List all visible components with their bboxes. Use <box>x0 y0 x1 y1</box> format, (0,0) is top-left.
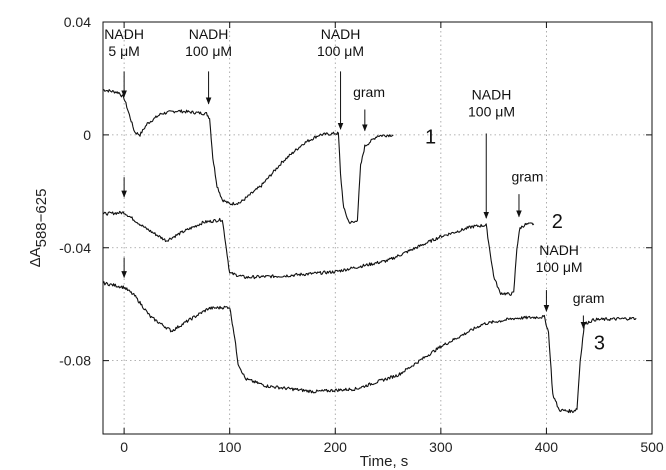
y-axis-title-subscript: 588−625 <box>33 189 50 248</box>
trace-3 <box>102 281 637 414</box>
x-axis-title: Time, s <box>360 453 409 470</box>
x-tick-label: 300 <box>429 439 453 455</box>
annotation-line: 100 μM <box>317 43 364 59</box>
annotation-line: NADH <box>321 26 361 42</box>
x-tick-label: 400 <box>535 439 559 455</box>
trace-label-3: 3 <box>594 332 605 354</box>
annotation-label: NADH 100 μM <box>185 26 232 59</box>
y-axis-title-main: ΔA <box>27 247 44 267</box>
trace-label-2: 2 <box>552 211 563 233</box>
annotation-label: NADH 100 μM <box>468 87 515 120</box>
annotation-label: NADH 100 μM <box>536 242 583 275</box>
annotation-line: NADH <box>104 26 144 42</box>
trace-1 <box>102 89 394 225</box>
y-axis-title: ΔA588−625 <box>27 189 50 268</box>
trace-2 <box>102 210 535 296</box>
y-tick-label: -0.04 <box>59 240 91 256</box>
x-tick-label: 100 <box>218 439 242 455</box>
annotation-line: 100 μM <box>468 104 515 120</box>
annotation-line: gram <box>353 84 385 100</box>
annotation-line: NADH <box>539 242 579 258</box>
annotation-label: gram <box>511 168 543 184</box>
y-tick-label: 0 <box>83 127 91 143</box>
x-tick-label: 200 <box>324 439 348 455</box>
annotation-label: NADH 5 μM <box>104 26 144 59</box>
annotation-line: 100 μM <box>185 43 232 59</box>
annotation-line: gram <box>511 168 543 184</box>
traces: 1 2 3 <box>102 89 637 414</box>
annotation-label: gram <box>573 290 605 306</box>
annotation-label: NADH 100 μM <box>317 26 364 59</box>
annotation-line: gram <box>573 290 605 306</box>
plot-frame <box>102 21 653 435</box>
x-tick-label: 500 <box>640 439 664 455</box>
y-tick-label: 0.04 <box>64 14 91 30</box>
svg-text:ΔA588−625: ΔA588−625 <box>27 189 50 268</box>
annotation-line: 5 μM <box>108 43 139 59</box>
y-tick-label: -0.08 <box>59 353 91 369</box>
annotation-line: NADH <box>189 26 229 42</box>
grid-lines <box>103 22 652 434</box>
trace-label-1: 1 <box>425 126 436 148</box>
annotation-line: 100 μM <box>536 259 583 275</box>
axes: 0 100 200 300 400 500 0.04 0 -0.04 -0.08 <box>59 14 664 455</box>
annotation-line: NADH <box>472 87 512 103</box>
x-tick-label: 0 <box>120 439 128 455</box>
annotation-label: gram <box>353 84 385 100</box>
